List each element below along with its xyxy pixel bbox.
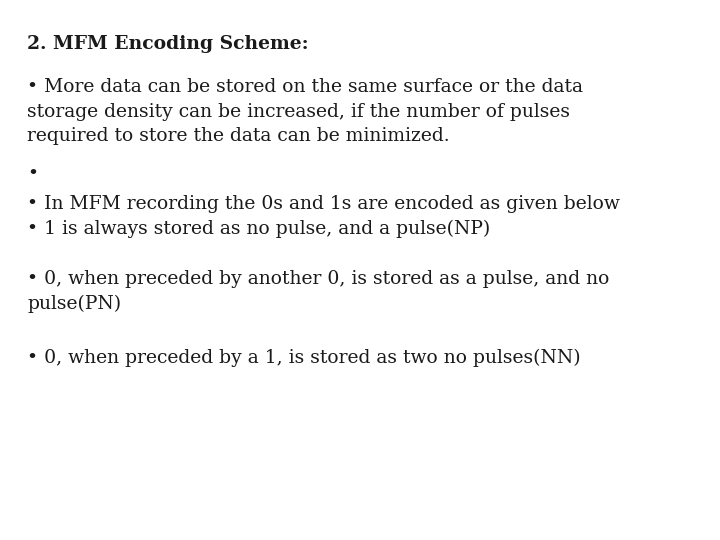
Text: • 0, when preceded by another 0, is stored as a pulse, and no
pulse(PN): • 0, when preceded by another 0, is stor… — [27, 270, 610, 313]
Text: •: • — [27, 165, 38, 183]
Text: • 0, when preceded by a 1, is stored as two no pulses(NN): • 0, when preceded by a 1, is stored as … — [27, 348, 581, 367]
Text: • More data can be stored on the same surface or the data
storage density can be: • More data can be stored on the same su… — [27, 78, 583, 145]
Text: 2. MFM Encoding Scheme:: 2. MFM Encoding Scheme: — [27, 35, 309, 53]
Text: • In MFM recording the 0s and 1s are encoded as given below
• 1 is always stored: • In MFM recording the 0s and 1s are enc… — [27, 195, 620, 238]
